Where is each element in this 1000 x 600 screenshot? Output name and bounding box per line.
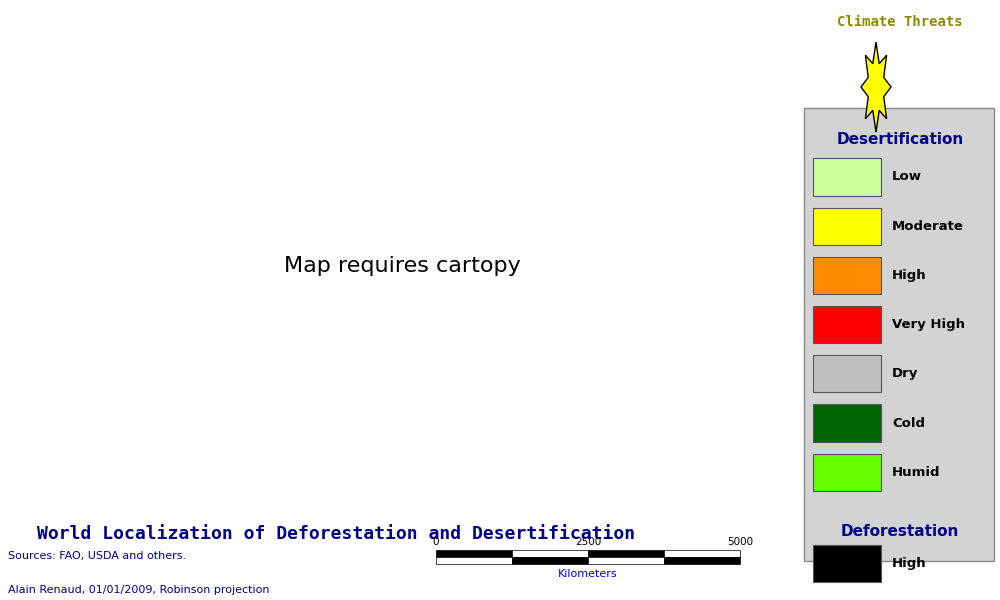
Text: Kilometers: Kilometers bbox=[558, 569, 618, 579]
FancyBboxPatch shape bbox=[813, 306, 881, 343]
Bar bbox=[588, 557, 664, 565]
Text: Cold: Cold bbox=[892, 416, 925, 430]
FancyBboxPatch shape bbox=[813, 257, 881, 294]
FancyBboxPatch shape bbox=[813, 158, 881, 196]
Bar bbox=[588, 550, 664, 557]
FancyBboxPatch shape bbox=[813, 355, 881, 392]
Bar bbox=[436, 550, 512, 557]
FancyBboxPatch shape bbox=[813, 545, 881, 582]
Polygon shape bbox=[861, 42, 891, 132]
Text: Dry: Dry bbox=[892, 367, 918, 380]
Text: Very High: Very High bbox=[892, 318, 965, 331]
FancyBboxPatch shape bbox=[804, 108, 994, 561]
Text: Desertification: Desertification bbox=[836, 132, 964, 147]
Text: High: High bbox=[892, 557, 927, 570]
Text: 0: 0 bbox=[433, 536, 439, 547]
Bar bbox=[436, 557, 512, 565]
FancyBboxPatch shape bbox=[813, 208, 881, 245]
Bar bbox=[664, 557, 740, 565]
Text: Low: Low bbox=[892, 170, 922, 184]
FancyBboxPatch shape bbox=[813, 404, 881, 442]
Bar bbox=[512, 557, 588, 565]
Text: Alain Renaud, 01/01/2009, Robinson projection: Alain Renaud, 01/01/2009, Robinson proje… bbox=[8, 586, 270, 595]
Bar bbox=[512, 550, 588, 557]
Bar bbox=[664, 550, 740, 557]
Text: High: High bbox=[892, 269, 927, 282]
Text: Moderate: Moderate bbox=[892, 220, 964, 233]
Text: Sources: FAO, USDA and others.: Sources: FAO, USDA and others. bbox=[8, 551, 186, 562]
FancyBboxPatch shape bbox=[813, 454, 881, 491]
Text: 5000: 5000 bbox=[727, 536, 753, 547]
Text: Map requires cartopy: Map requires cartopy bbox=[284, 256, 521, 275]
Text: Humid: Humid bbox=[892, 466, 940, 479]
Text: Climate Threats: Climate Threats bbox=[837, 15, 963, 29]
Text: World Localization of Deforestation and Desertification: World Localization of Deforestation and … bbox=[37, 526, 635, 544]
Text: Deforestation: Deforestation bbox=[841, 524, 959, 539]
Text: 2500: 2500 bbox=[575, 536, 601, 547]
